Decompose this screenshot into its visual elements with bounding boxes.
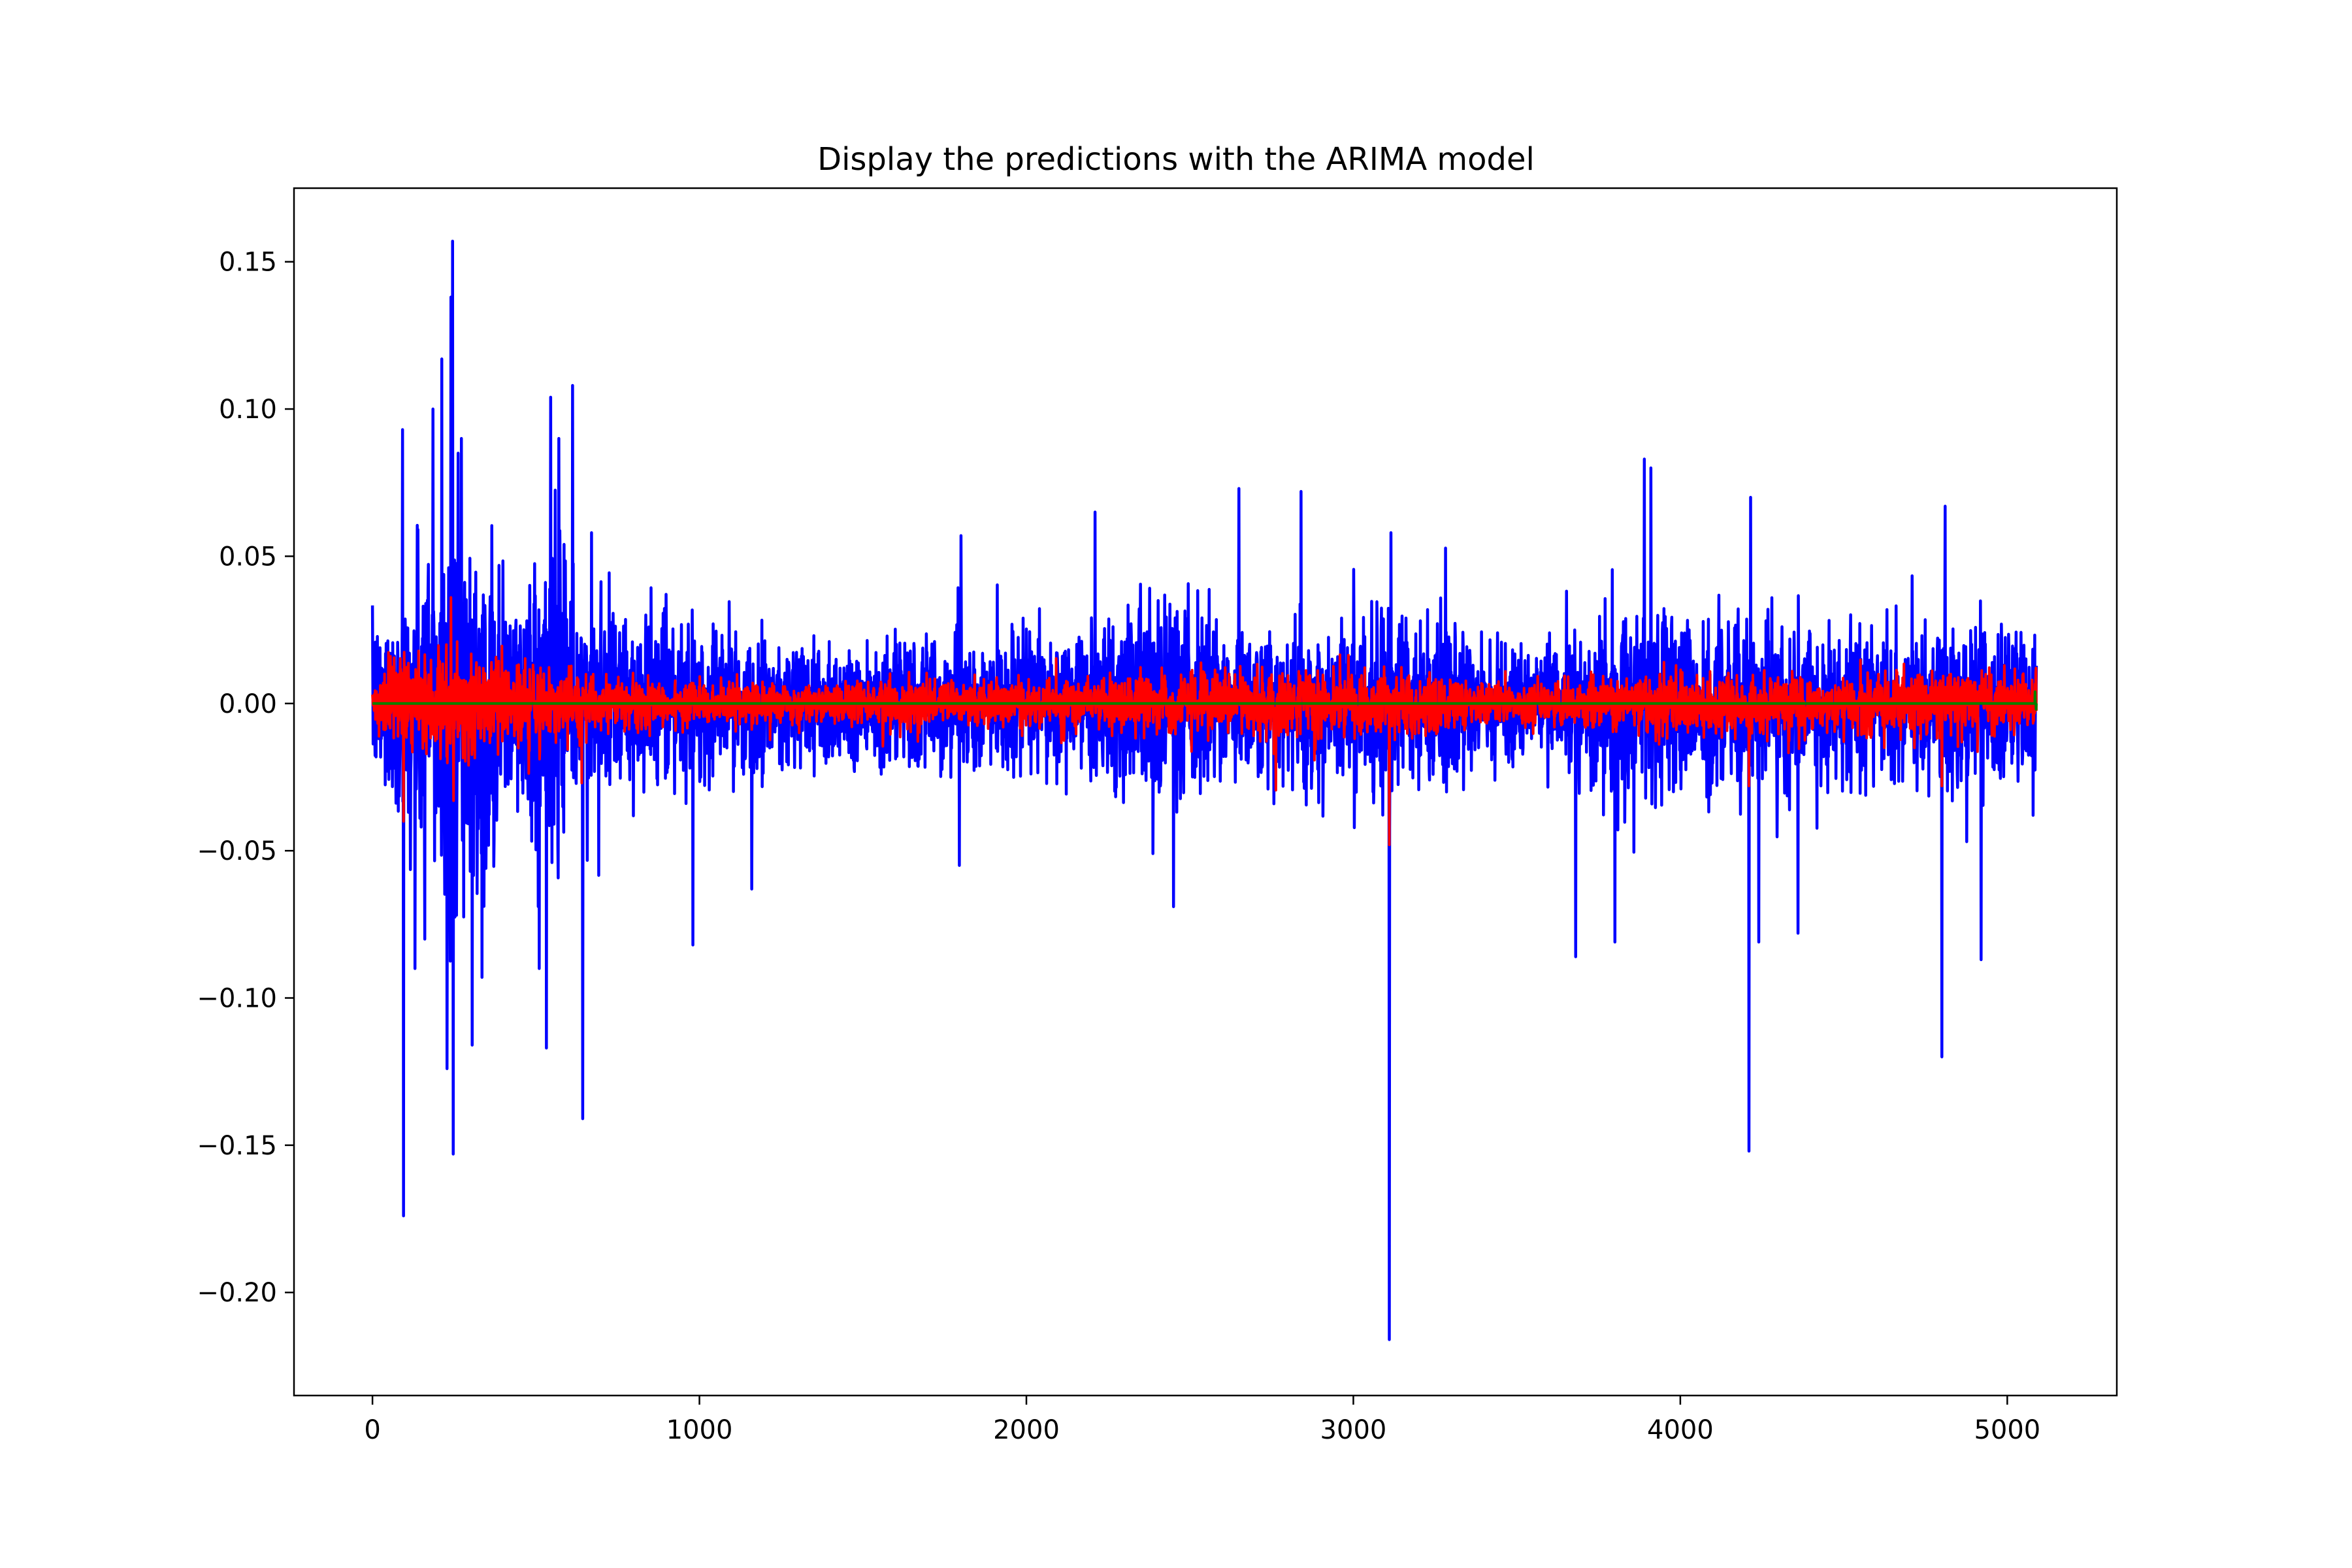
x-tick-label: 5000 [1974, 1415, 2040, 1445]
y-axis: 0.15 0.10 0.05 0.00 −0.05 −0.10 −0.15 −0.20 [197, 248, 294, 1308]
y-tick-label: 0.10 [219, 395, 277, 425]
plot-area-frame [293, 187, 2118, 1397]
series-line [371, 690, 2038, 711]
series-line [371, 596, 2038, 847]
y-tick-label: −0.10 [197, 984, 277, 1014]
series-line [370, 239, 2038, 1341]
y-tick-label: 0.15 [219, 248, 277, 278]
x-tick-label: 2000 [993, 1415, 1060, 1445]
y-tick-label: −0.20 [197, 1278, 277, 1308]
series-layer [370, 239, 2038, 1341]
x-tick-label: 3000 [1320, 1415, 1387, 1445]
chart-title: Display the predictions with the ARIMA m… [817, 141, 1535, 178]
y-tick-label: −0.05 [197, 836, 277, 866]
x-axis: 0 1000 2000 3000 4000 5000 [364, 1396, 2040, 1445]
x-tick-label: 1000 [666, 1415, 733, 1445]
y-tick-label: 0.05 [219, 542, 277, 572]
y-tick-label: −0.15 [197, 1131, 277, 1161]
y-tick-label: 0.00 [219, 689, 277, 719]
x-tick-label: 0 [364, 1415, 380, 1445]
x-tick-label: 4000 [1647, 1415, 1714, 1445]
